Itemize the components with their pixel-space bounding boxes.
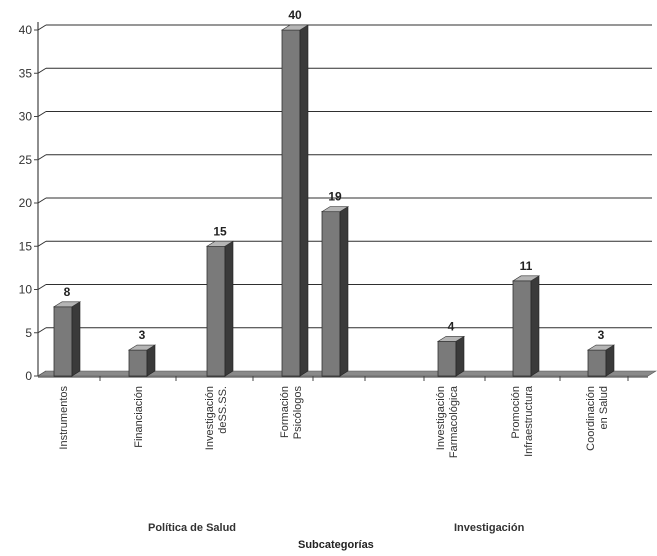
bars: 8 3 15 40 19 4 11 3 — [52, 8, 616, 377]
bar-front — [587, 349, 607, 377]
grid-line-depth — [37, 24, 47, 31]
x-axis-categories: Instrumentos Financiación InvestigacióndeS… — [58, 385, 610, 458]
chart-floor — [36, 370, 657, 381]
bar-data-label: 40 — [288, 8, 302, 22]
bar-top — [320, 206, 350, 212]
bar-side — [455, 335, 465, 377]
y-tick-label: 35 — [19, 66, 33, 80]
bar-side — [299, 24, 309, 377]
x-category-label: InvestigacióndeSS.SS. — [204, 386, 229, 450]
y-tick-label: 25 — [19, 153, 33, 167]
bar-side — [71, 301, 81, 377]
bar-data-label: 15 — [213, 224, 227, 238]
y-axis-ticks: 0 5 10 15 20 25 30 35 40 — [19, 23, 38, 383]
grid-lines — [37, 22, 652, 377]
y-tick-label: 5 — [25, 326, 32, 340]
group-label-politica-de-salud: Política de Salud — [148, 522, 237, 534]
grid-line-depth — [37, 111, 47, 117]
bar — [127, 344, 157, 377]
x-category-label: Instrumentos — [58, 386, 70, 450]
grid-line-depth — [37, 154, 47, 161]
bar-top — [436, 336, 466, 342]
y-tick-label: 10 — [19, 283, 33, 297]
grid-line-depth — [37, 240, 47, 247]
bar — [436, 335, 466, 377]
bar-front — [437, 340, 457, 377]
grid-line-depth — [37, 197, 47, 204]
x-category-label: PromociónInfraestructura — [510, 385, 535, 457]
bar — [586, 344, 616, 377]
bar-side — [146, 344, 156, 377]
bar-front — [53, 306, 73, 377]
x-category-label: FormaciónPsicólogos — [279, 386, 304, 440]
y-tick-label: 40 — [19, 23, 33, 37]
grid-line-depth — [37, 67, 47, 74]
bar-top — [586, 344, 616, 351]
bar-data-label: 19 — [328, 190, 342, 204]
bar — [52, 301, 82, 377]
grid-line-depth — [37, 284, 47, 290]
bar-data-label: 11 — [520, 259, 533, 273]
bar — [205, 240, 235, 377]
bar-front — [128, 349, 148, 377]
bar-data-label: 8 — [64, 285, 71, 299]
x-category-label: InvestigaciónFarmacológica — [435, 385, 460, 458]
y-tick-label: 30 — [19, 110, 33, 124]
bar-side — [224, 240, 234, 377]
bar-front — [321, 211, 341, 377]
y-tick-label: 0 — [25, 369, 32, 383]
bar-front — [281, 29, 301, 377]
bar-front — [206, 245, 226, 377]
y-tick-label: 15 — [19, 239, 33, 253]
bar-side — [530, 275, 540, 377]
x-category-label: Financiación — [133, 386, 145, 448]
grid-line-depth — [37, 327, 47, 334]
bar-data-label: 3 — [598, 328, 605, 342]
bar-front — [512, 280, 532, 377]
bar-top — [127, 344, 157, 351]
bar-top — [205, 240, 235, 247]
bar-top — [511, 275, 541, 282]
group-label-investigacion: Investigación — [454, 522, 525, 534]
bar-top — [280, 24, 310, 31]
bar — [511, 275, 541, 377]
bar-top — [52, 301, 82, 308]
x-axis-title: Subcategorías — [298, 539, 374, 551]
bar-side — [605, 344, 615, 377]
bar-data-label: 4 — [448, 319, 455, 333]
bar — [320, 206, 350, 377]
y-tick-label: 20 — [19, 196, 33, 210]
x-category-label: Coordinaciónen Salud — [585, 386, 610, 451]
bar-side — [339, 206, 349, 377]
bar-data-label: 3 — [139, 328, 146, 342]
bar — [280, 24, 310, 377]
